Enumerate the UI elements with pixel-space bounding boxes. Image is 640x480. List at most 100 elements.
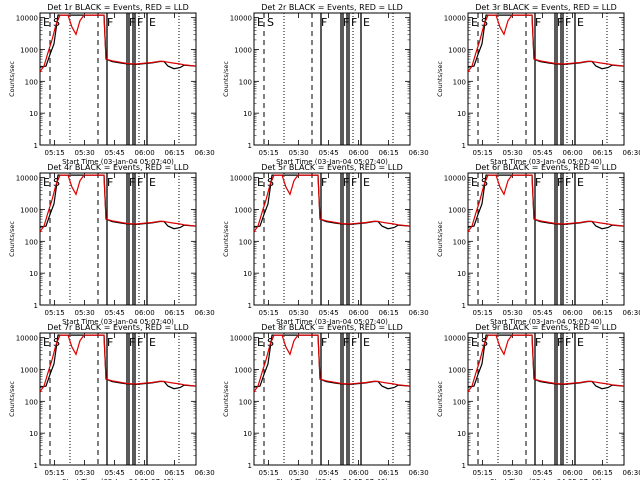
x-tick-label: 06:30 <box>195 469 215 477</box>
x-tick-label: 06:30 <box>409 149 429 157</box>
series-group <box>254 174 410 233</box>
panel-det-3: Det 3r BLACK = Events, RED = LLD10000100… <box>436 3 640 166</box>
y-tick-label: 10000 <box>444 15 466 23</box>
series-group <box>40 14 196 73</box>
panel-det-6: Det 6r BLACK = Events, RED = LLD10000100… <box>436 163 640 326</box>
y-tick-label: 100 <box>453 238 466 246</box>
x-tick-label: 05:45 <box>105 309 125 317</box>
flag-label: E <box>577 336 584 349</box>
flag-label: F <box>343 16 349 29</box>
y-tick-label: 10 <box>457 110 466 118</box>
flag-label: F <box>107 16 113 29</box>
x-tick-label: 05:15 <box>259 309 279 317</box>
plot-frame <box>253 172 411 306</box>
x-tick-label: 06:00 <box>563 469 583 477</box>
flag-label: E <box>257 16 264 29</box>
x-tick-label: 05:30 <box>503 309 523 317</box>
x-tick-label: 05:15 <box>45 149 65 157</box>
flag-label: F <box>343 176 349 189</box>
y-tick-label: 1000 <box>20 206 38 214</box>
x-tick-label: 05:45 <box>105 469 125 477</box>
y-axis-label: Counts/sec <box>436 381 444 417</box>
flag-label: E <box>577 176 584 189</box>
flag-label: E <box>43 176 50 189</box>
y-tick-label: 1 <box>34 462 38 470</box>
y-axis-label: Counts/sec <box>436 221 444 257</box>
series-red <box>254 174 410 233</box>
x-tick-label: 06:15 <box>165 469 185 477</box>
x-tick-label: 06:15 <box>593 309 613 317</box>
flag-label: F <box>343 336 349 349</box>
x-tick-label: 06:15 <box>165 309 185 317</box>
series-group <box>40 174 196 233</box>
flag-label: F <box>351 16 357 29</box>
flag-label: F <box>565 16 571 29</box>
x-tick-label: 06:30 <box>195 149 215 157</box>
x-tick-label: 06:00 <box>135 149 155 157</box>
flag-label: F <box>535 176 541 189</box>
x-tick-label: 06:30 <box>623 309 640 317</box>
flag-label: F <box>107 336 113 349</box>
x-tick-label: 05:15 <box>259 469 279 477</box>
flag-label: E <box>149 336 156 349</box>
marker-lines <box>49 173 180 305</box>
flag-label: F <box>535 336 541 349</box>
y-axis-label: Counts/sec <box>436 61 444 97</box>
x-tick-label: 06:30 <box>623 149 640 157</box>
x-tick-label: 05:15 <box>473 309 493 317</box>
x-tick-label: 05:45 <box>533 309 553 317</box>
x-tick-label: 05:30 <box>503 469 523 477</box>
x-tick-label: 05:45 <box>533 149 553 157</box>
flag-label: E <box>257 176 264 189</box>
flag-label: E <box>363 176 370 189</box>
plot-frame <box>39 332 197 466</box>
y-tick-label: 100 <box>239 238 252 246</box>
x-tick-label: 05:30 <box>289 149 309 157</box>
x-axis-label: Start Time (03-Jan-04 05:07:40) <box>276 158 388 166</box>
y-tick-label: 100 <box>25 78 38 86</box>
marker-lines <box>477 333 608 465</box>
y-tick-label: 10000 <box>230 335 252 343</box>
x-tick-label: 06:30 <box>409 469 429 477</box>
x-tick-label: 06:15 <box>379 309 399 317</box>
panel-det-1: Det 1r BLACK = Events, RED = LLD10000100… <box>8 3 215 166</box>
panel-title: Det 6r BLACK = Events, RED = LLD <box>475 163 617 172</box>
x-tick-label: 05:45 <box>319 469 339 477</box>
x-tick-label: 05:15 <box>45 309 65 317</box>
flag-label: E <box>363 16 370 29</box>
marker-lines <box>263 13 394 145</box>
plot-frame <box>253 332 411 466</box>
x-tick-label: 06:00 <box>135 309 155 317</box>
flag-label: F <box>107 176 113 189</box>
y-tick-label: 1 <box>462 302 466 310</box>
panel-title: Det 4r BLACK = Events, RED = LLD <box>47 163 189 172</box>
x-tick-label: 05:45 <box>533 469 553 477</box>
plot-frame <box>467 12 625 146</box>
y-tick-label: 10 <box>457 430 466 438</box>
flag-label: E <box>43 16 50 29</box>
y-tick-label: 1 <box>248 302 252 310</box>
y-tick-label: 1000 <box>448 366 466 374</box>
x-tick-label: 05:30 <box>75 149 95 157</box>
flag-label: F <box>321 336 327 349</box>
plot-frame <box>467 332 625 466</box>
flag-label: F <box>351 336 357 349</box>
flag-label: F <box>535 16 541 29</box>
flag-label: F <box>321 176 327 189</box>
y-tick-label: 1000 <box>20 46 38 54</box>
x-tick-label: 06:15 <box>379 469 399 477</box>
y-tick-label: 10 <box>29 270 38 278</box>
x-tick-label: 06:00 <box>135 469 155 477</box>
y-axis-label: Counts/sec <box>222 221 230 257</box>
x-tick-label: 05:45 <box>319 309 339 317</box>
y-tick-label: 1 <box>462 142 466 150</box>
y-tick-label: 100 <box>239 78 252 86</box>
panel-det-8: Det 8r BLACK = Events, RED = LLD10000100… <box>222 323 429 480</box>
y-axis-label: Counts/sec <box>222 61 230 97</box>
x-tick-label: 05:30 <box>503 149 523 157</box>
series-group <box>468 174 624 233</box>
y-axis-label: Counts/sec <box>8 221 16 257</box>
x-axis-label: Start Time (03-Jan-04 05:07:40) <box>62 158 174 166</box>
flag-label: E <box>149 176 156 189</box>
